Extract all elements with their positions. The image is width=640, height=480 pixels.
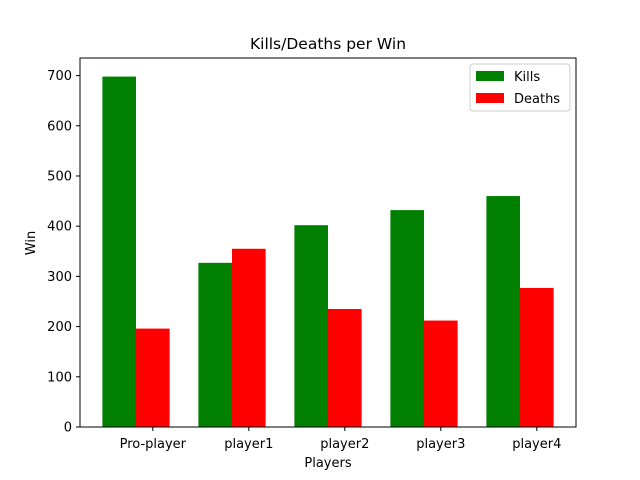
x-tick-label: player3 — [416, 437, 465, 452]
y-tick-label: 600 — [47, 119, 72, 134]
bar-kills-pro-player — [102, 76, 136, 427]
bar-deaths-player4 — [520, 287, 554, 427]
y-axis-label: Win — [24, 231, 39, 255]
x-tick-label: player1 — [224, 437, 273, 452]
y-tick-label: 700 — [47, 69, 72, 84]
plot-frame — [79, 57, 577, 428]
y-tick-label: 100 — [47, 370, 72, 385]
legend-swatch — [476, 71, 504, 81]
x-tick-label: Pro-player — [120, 437, 187, 452]
bar-deaths-pro-player — [136, 328, 170, 427]
chart-title: Kills/Deaths per Win — [250, 35, 406, 53]
bar-kills-player3 — [390, 210, 424, 427]
y-tick-label: 300 — [47, 270, 72, 285]
y-tick-label: 400 — [47, 220, 72, 235]
y-tick-label: 200 — [47, 320, 72, 335]
x-tick-label: player4 — [512, 437, 561, 452]
bar-deaths-player1 — [232, 248, 266, 427]
bar-deaths-player2 — [328, 309, 362, 427]
y-tick-label: 500 — [47, 169, 72, 184]
bar-deaths-player3 — [424, 320, 458, 427]
y-tick-label: 0 — [64, 421, 72, 436]
legend-swatch — [476, 93, 504, 103]
bar-kills-player2 — [294, 225, 328, 427]
legend: Kills Deaths — [469, 63, 571, 112]
x-tick-label: player2 — [320, 437, 369, 452]
bar-kills-player1 — [198, 262, 232, 427]
x-axis-label: Players — [304, 456, 351, 471]
legend-label: Deaths — [514, 92, 560, 107]
legend-label: Kills — [514, 70, 540, 85]
bar-kills-player4 — [486, 196, 520, 427]
